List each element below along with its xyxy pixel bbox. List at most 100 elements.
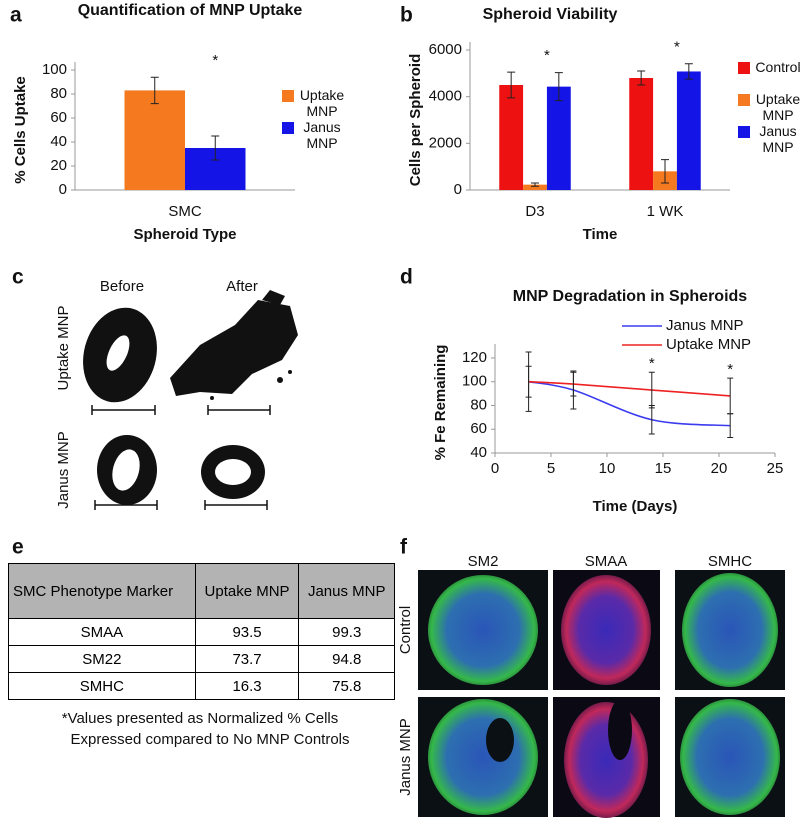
table-cell: 99.3 [298, 618, 395, 646]
y-tick-label: 100 [42, 61, 67, 78]
x-axis-label: Time (Days) [593, 498, 678, 515]
table-row: SMAA 93.5 99.3 [8, 618, 395, 646]
x-axis-label: Spheroid Type [133, 226, 236, 243]
panel-letter: d [400, 266, 413, 289]
significance-mark: * [212, 52, 218, 69]
error-bar [570, 371, 577, 397]
y-tick-label: 0 [59, 181, 67, 198]
error-bar [531, 182, 539, 187]
table-note: *Values presented as Normalized % Cells [61, 710, 339, 727]
bar [546, 86, 571, 190]
error-bar [507, 71, 516, 99]
x-tick-label: 10 [599, 460, 616, 477]
legend-swatch [738, 94, 750, 106]
significance-mark: * [649, 355, 655, 372]
table-cell: 75.8 [298, 672, 395, 700]
significance-mark: * [674, 39, 680, 56]
y-axis-label: % Cells Uptake [12, 76, 29, 184]
table-row: SM22 73.7 94.8 [8, 645, 395, 673]
chart-title-box: Spheroid Viability [482, 6, 618, 23]
legend-label: Janus MNP [759, 123, 797, 155]
scale-bars [91, 405, 271, 510]
row-label: Uptake MNP [55, 305, 72, 390]
column-label: SM2 [468, 553, 499, 570]
panel-letter: e [12, 536, 24, 559]
series-line [528, 380, 731, 397]
x-tick-label: 1 WK [647, 203, 684, 220]
table-cell: SMC Phenotype Marker [8, 563, 196, 619]
legend-swatch [282, 122, 294, 134]
x-tick-label: SMC [168, 203, 202, 220]
panel-letter: c [12, 266, 24, 289]
legend-label-box: Uptake MNP [755, 91, 800, 123]
error-bar [554, 72, 563, 102]
x-tick-label: 25 [767, 460, 784, 477]
x-axis-label: Time [583, 226, 618, 243]
error-bar [211, 135, 220, 161]
legend-swatch [282, 90, 294, 102]
x-tick-label: D3 [525, 203, 544, 220]
legend-label: Uptake MNP [666, 336, 751, 353]
legend-label-box: Uptake MNP [299, 87, 345, 119]
table-cell: Janus MNP [298, 563, 395, 619]
table-cell: 73.7 [194, 645, 300, 673]
bar [629, 78, 654, 190]
x-tick-label: 15 [655, 460, 672, 477]
panel-letter: b [400, 4, 413, 27]
row-label: Control [397, 606, 414, 654]
error-bar [684, 63, 693, 80]
error-bar [727, 377, 734, 415]
row-label: Janus MNP [397, 718, 414, 796]
legend-label: Janus MNP [303, 119, 341, 151]
significance-mark: * [544, 47, 550, 64]
table-cell: 93.5 [194, 618, 300, 646]
y-tick-label: 20 [50, 157, 67, 174]
y-tick-label: 120 [462, 349, 487, 366]
error-bar [648, 371, 655, 409]
legend-label: Control [755, 59, 800, 75]
chart-title: MNP Degradation in Spheroids [512, 288, 748, 305]
y-axis-label: % Fe Remaining [432, 345, 449, 461]
table-cell: SM22 [8, 645, 196, 673]
table-row: SMHC 16.3 75.8 [8, 672, 395, 700]
panel-letter: a [10, 4, 22, 27]
legend-label-box: Control [755, 59, 800, 75]
error-bar [661, 159, 669, 184]
chart-title: Quantification of MNP Uptake [77, 2, 303, 19]
y-tick-label: 6000 [429, 41, 462, 58]
y-tick-label: 0 [454, 181, 462, 198]
y-tick-label: 80 [470, 396, 487, 413]
y-tick-label: 100 [462, 373, 487, 390]
y-tick-label: 2000 [429, 134, 462, 151]
phenotype-table: SMC Phenotype Marker Uptake MNP Janus MNP S… [8, 563, 395, 700]
table-cell: 94.8 [298, 645, 395, 673]
panel-letter: f [400, 536, 408, 559]
table-cell: Uptake MNP [194, 563, 300, 619]
spheroid-images [83, 290, 298, 505]
table-cell: SMHC [8, 672, 196, 700]
y-tick-label: 4000 [429, 88, 462, 105]
bar [523, 184, 547, 190]
legend-label: Uptake MNP [755, 91, 800, 123]
legend-label: Uptake MNP [299, 87, 345, 119]
y-axis-label: Cells per Spheroid [407, 54, 424, 187]
x-tick-label: 20 [711, 460, 728, 477]
table-note: Expressed compared to No MNP Controls [70, 731, 350, 748]
y-tick-label: 60 [470, 420, 487, 437]
chart-title-box: MNP Degradation in Spheroids [512, 288, 748, 305]
legend-swatch [738, 62, 750, 74]
significance-mark: * [727, 361, 733, 378]
micrographs [418, 570, 785, 818]
table-row: SMC Phenotype Marker Uptake MNP Janus MNP [8, 563, 395, 619]
chart-title: Spheroid Viability [482, 6, 618, 23]
x-tick-label: 0 [491, 460, 499, 477]
series-line [528, 380, 731, 427]
x-tick-label: 5 [547, 460, 555, 477]
error-bar [150, 76, 159, 105]
bar [124, 90, 185, 190]
table-cell: SMAA [8, 618, 196, 646]
error-bar [525, 365, 532, 398]
error-bar [637, 70, 646, 86]
column-label: SMHC [708, 553, 752, 570]
legend-label-box: Janus MNP [303, 119, 341, 151]
